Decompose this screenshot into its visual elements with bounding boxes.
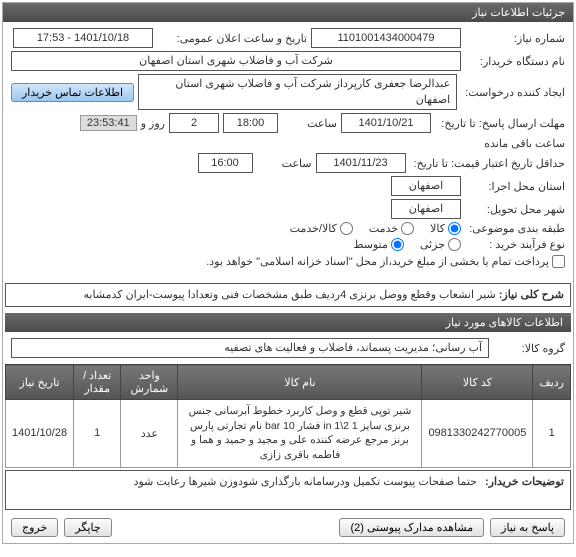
row-classification: طبقه بندی موضوعی: کالا خدمت کالا/خدمت [11, 222, 565, 235]
deadline-label: مهلت ارسال پاسخ: تا تاریخ: [435, 117, 565, 130]
row-need-no: شماره نیاز: 1101001434000479 تاریخ و ساع… [11, 28, 565, 48]
requester-value: عبدالرضا جعفری کارپرداز شرکت آب و فاضلاب… [138, 74, 457, 110]
opt-service[interactable]: خدمت [369, 222, 414, 235]
requester-label: ایجاد کننده درخواست: [461, 86, 565, 99]
need-no-label: شماره نیاز: [465, 32, 565, 45]
buyer-org-value: شرکت آب و فاضلاب شهری استان اصفهان [11, 51, 461, 71]
print-button[interactable]: چاپگر [64, 518, 111, 537]
validity-date: 1401/11/23 [316, 153, 406, 173]
footer-bar: پاسخ به نیاز مشاهده مدارک پیوستی (2) چاپ… [3, 512, 573, 543]
deliv-city-label: شهر محل تحویل: [465, 203, 565, 216]
proc-label: نوع فرآیند خرید : [465, 238, 565, 251]
announce-dt: 1401/10/18 - 17:53 [13, 28, 153, 48]
radio-service[interactable] [401, 222, 414, 235]
items-table: ردیف کد کالا نام کالا واحد شمارش تعداد /… [5, 364, 571, 468]
panel-body: شماره نیاز: 1101001434000479 تاریخ و ساع… [3, 22, 573, 277]
cell-name: شیر توپی قطع و وصل کاربرد خطوط آبرسانی ج… [178, 400, 422, 468]
validity-label: حداقل تاریخ اعتبار قیمت: تا تاریخ: [410, 157, 565, 170]
time-label-2: ساعت [257, 157, 312, 170]
announce-label: تاریخ و ساعت اعلان عمومی: [157, 32, 307, 45]
time-label-1: ساعت [282, 117, 337, 130]
day-ext: 2 [169, 113, 219, 133]
need-summary-label: شرح کلی نیاز: [499, 289, 564, 301]
deadline-time: 18:00 [223, 113, 278, 133]
panel-title: جزئیات اطلاعات نیاز [3, 3, 573, 22]
cell-idx: 1 [533, 400, 571, 468]
checkbox-paynote[interactable] [552, 255, 565, 268]
row-buyer-org: نام دستگاه خریدار: شرکت آب و فاضلاب شهری… [11, 51, 565, 71]
buyer-notes-box: توضیحات خریدار: حتما صفحات پیوست تکمیل و… [5, 470, 571, 510]
th-unit: واحد شمارش [121, 365, 178, 400]
buyer-notes-text: حتما صفحات پیوست تکمیل ودرسامانه بارگذار… [134, 475, 477, 505]
row-exec-city: استان محل اجرا: اصفهان [11, 176, 565, 196]
cell-code: 0981330242770005 [422, 400, 533, 468]
opt-partial[interactable]: جزئی [420, 238, 461, 251]
pay-note-check[interactable]: پرداخت تمام یا بخشی از مبلغ خرید،از محل … [206, 255, 565, 268]
radio-both[interactable] [340, 222, 353, 235]
th-name: نام کالا [178, 365, 422, 400]
group-label: گروه کالا: [495, 342, 565, 355]
opt-both[interactable]: کالا/خدمت [290, 222, 353, 235]
opt-medium[interactable]: متوسط [353, 238, 404, 251]
radio-medium[interactable] [391, 238, 404, 251]
exec-city: اصفهان [391, 176, 461, 196]
row-validity: حداقل تاریخ اعتبار قیمت: تا تاریخ: 1401/… [11, 153, 565, 173]
th-qty: تعداد / مقدار [74, 365, 121, 400]
cell-qty: 1 [74, 400, 121, 468]
contact-buyer-button[interactable]: اطلاعات تماس خریدار [11, 83, 134, 102]
class-label: طبقه بندی موضوعی: [465, 222, 565, 235]
th-row: ردیف [533, 365, 571, 400]
cell-unit: عدد [121, 400, 178, 468]
deliv-city: اصفهان [391, 199, 461, 219]
deadline-date: 1401/10/21 [341, 113, 431, 133]
row-process: نوع فرآیند خرید : جزئی متوسط پرداخت تمام… [11, 238, 565, 268]
cell-date: 1401/10/28 [6, 400, 74, 468]
validity-time: 16:00 [198, 153, 253, 173]
need-summary-box: شرح کلی نیاز: شیر انشعاب وقطع ووصل برنزی… [5, 283, 571, 307]
footer-spacer [118, 518, 334, 537]
exit-button[interactable]: خروج [11, 518, 58, 537]
details-panel: جزئیات اطلاعات نیاز شماره نیاز: 11010014… [2, 2, 574, 544]
items-thead: ردیف کد کالا نام کالا واحد شمارش تعداد /… [6, 365, 571, 400]
th-date: تاریخ نیاز [6, 365, 74, 400]
radio-partial[interactable] [448, 238, 461, 251]
row-deadline: مهلت ارسال پاسخ: تا تاریخ: 1401/10/21 سا… [11, 113, 565, 150]
buyer-notes-label: توضیحات خریدار: [477, 475, 564, 505]
countdown-timer: 23:53:41 [80, 115, 137, 131]
opt-goods[interactable]: کالا [430, 222, 461, 235]
th-code: کد کالا [422, 365, 533, 400]
table-row[interactable]: 1 0981330242770005 شیر توپی قطع و وصل کا… [6, 400, 571, 468]
buyer-org-label: نام دستگاه خریدار: [465, 55, 565, 68]
radio-goods[interactable] [448, 222, 461, 235]
row-group: گروه کالا: آب رسانی؛ مدیریت پسماند، فاضل… [3, 334, 573, 362]
group-value: آب رسانی؛ مدیریت پسماند، فاضلاب و فعالیت… [11, 338, 489, 358]
need-no-value: 1101001434000479 [311, 28, 461, 48]
attachments-button[interactable]: مشاهده مدارک پیوستی (2) [339, 518, 484, 537]
reply-button[interactable]: پاسخ به نیاز [490, 518, 565, 537]
goods-header: اطلاعات کالاهای مورد نیاز [5, 313, 571, 332]
exec-city-label: استان محل اجرا: [465, 180, 565, 193]
remain-label: ساعت باقی مانده [484, 137, 565, 150]
row-requester: ایجاد کننده درخواست: عبدالرضا جعفری کارپ… [11, 74, 565, 110]
row-deliv-city: شهر محل تحویل: اصفهان [11, 199, 565, 219]
need-summary-text: شیر انشعاب وقطع ووصل برنزی 4ردیف طبق مشخ… [83, 289, 495, 301]
dayext-label: روز و [141, 117, 165, 130]
